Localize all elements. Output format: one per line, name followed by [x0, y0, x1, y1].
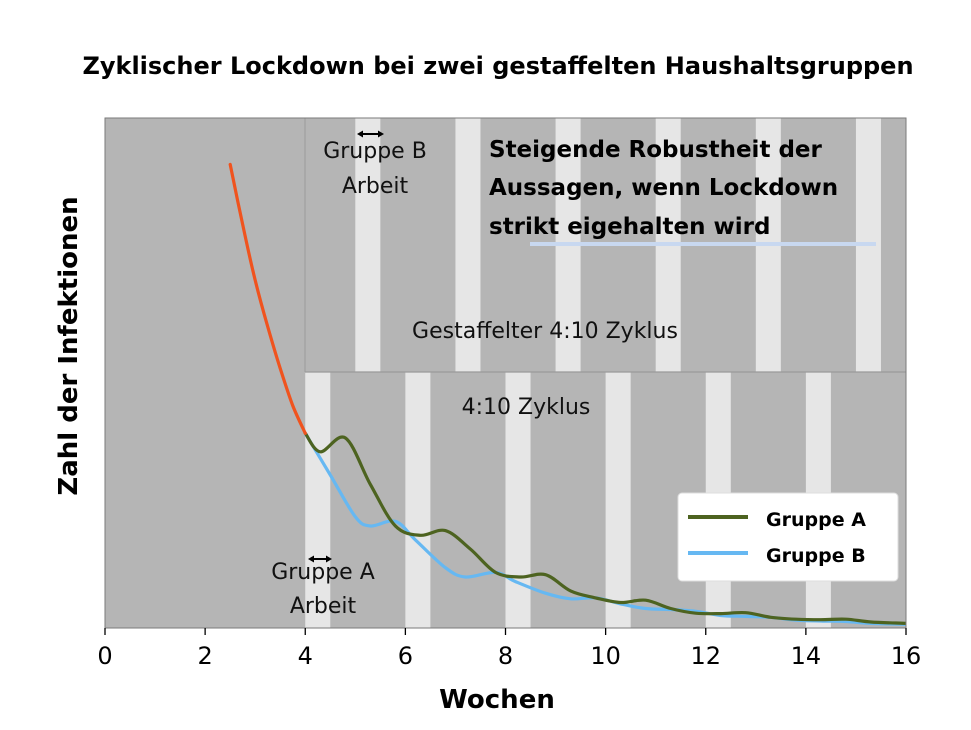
y-axis-label: Zahl der Infektionen [54, 196, 84, 495]
legend: Gruppe A Gruppe B [677, 492, 899, 582]
work-band-lower-0 [305, 372, 331, 628]
work-band-lower-1 [405, 372, 431, 628]
work-band-upper-0 [355, 118, 381, 372]
x-tick-label-6: 12 [690, 642, 721, 670]
robustness-note-line-1: Steigende Robustheit der [489, 137, 823, 163]
series-lines [228, 162, 906, 626]
x-tick-label-3: 6 [398, 642, 413, 670]
gruppe-b-work-marker: Gruppe B Arbeit [323, 130, 427, 199]
gruppe-b-work-label-1: Gruppe B [323, 139, 427, 164]
legend-label-gruppe-b: Gruppe B [766, 545, 866, 567]
arrow-head-left [308, 555, 314, 563]
legend-label-gruppe-a: Gruppe A [766, 509, 866, 531]
legend-box [677, 492, 899, 582]
x-tick-label-4: 8 [498, 642, 513, 670]
gruppe-a-work-label-2: Arbeit [290, 594, 357, 619]
gruppe-a-work-label-1: Gruppe A [271, 560, 375, 585]
arrow-head-right [378, 130, 384, 138]
robustness-note: Steigende Robustheit der Aussagen, wenn … [489, 137, 876, 246]
work-band-upper-1 [455, 118, 481, 372]
x-tick-label-0: 0 [97, 642, 112, 670]
chart-title: Zyklischer Lockdown bei zwei gestaffelte… [82, 52, 913, 80]
work-band-lower-3 [605, 372, 631, 628]
x-axis-label: Wochen [439, 685, 555, 715]
x-tick-label-2: 4 [298, 642, 313, 670]
x-tick-label-8: 16 [891, 642, 922, 670]
gruppe-b-work-label-2: Arbeit [342, 174, 409, 199]
x-axis: 0 2 4 6 8 10 12 14 16 [97, 628, 921, 670]
robustness-note-line-3: strikt eigehalten wird [489, 214, 770, 240]
x-tick-label-7: 14 [791, 642, 822, 670]
annotation-lower-cycle: 4:10 Zyklus [462, 395, 591, 420]
series-line-gruppe-a [303, 431, 906, 625]
series-line-initial [228, 162, 307, 435]
annotation-upper-cycle: Gestaffelter 4:10 Zyklus [412, 319, 678, 344]
x-tick-label-1: 2 [197, 642, 212, 670]
arrow-head-left [357, 130, 363, 138]
robustness-note-line-2: Aussagen, wenn Lockdown [489, 175, 838, 201]
gruppe-a-work-marker: Gruppe A Arbeit [271, 555, 375, 619]
x-tick-label-5: 10 [590, 642, 621, 670]
arrow-head-right [326, 555, 332, 563]
